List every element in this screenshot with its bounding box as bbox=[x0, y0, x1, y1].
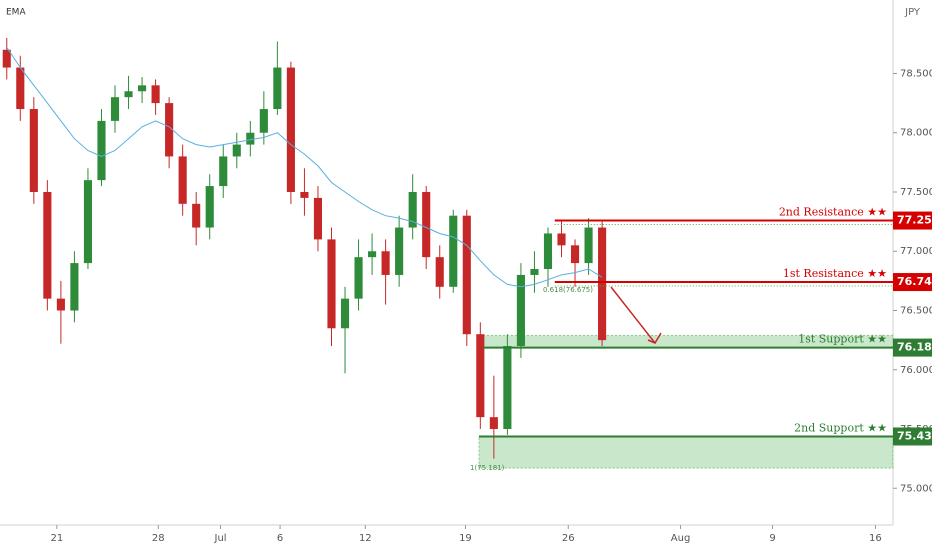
candle-body bbox=[327, 239, 336, 329]
y-tick-label: 77.000 bbox=[900, 246, 932, 257]
candle-body bbox=[43, 191, 52, 299]
x-tick-label: 16 bbox=[869, 533, 882, 544]
currency-label: JPY bbox=[904, 7, 921, 18]
candle-body bbox=[56, 298, 65, 311]
candle-body bbox=[516, 274, 525, 347]
candle-body bbox=[340, 298, 350, 329]
x-tick-label: 28 bbox=[152, 533, 165, 544]
candle-body bbox=[219, 156, 228, 187]
candle-body bbox=[165, 103, 174, 157]
candle-body bbox=[422, 191, 431, 258]
candle-body bbox=[246, 132, 255, 145]
candle-body bbox=[368, 251, 377, 258]
candle-body bbox=[570, 245, 580, 264]
support-zone bbox=[478, 435, 894, 469]
candle-body bbox=[503, 346, 512, 430]
candle-body bbox=[489, 417, 498, 430]
candle-body bbox=[97, 120, 106, 181]
candle-body bbox=[300, 191, 309, 198]
x-tick-label: 21 bbox=[50, 533, 63, 544]
candle-body bbox=[381, 251, 390, 275]
x-tick-label: 26 bbox=[562, 533, 575, 544]
candle-body bbox=[178, 156, 187, 204]
ema-line bbox=[6, 47, 603, 288]
level-name: 2nd Support ★★ bbox=[794, 421, 887, 434]
price-label-box bbox=[893, 273, 932, 292]
x-tick-label: 9 bbox=[769, 533, 775, 544]
candle-body bbox=[557, 233, 566, 246]
y-tick-label: 76.500 bbox=[900, 305, 932, 316]
candle-body bbox=[70, 263, 79, 311]
price-label: 76.187 bbox=[897, 341, 932, 354]
fib-annotation: 1(75.181) bbox=[470, 464, 505, 472]
x-tick-label: 12 bbox=[359, 533, 372, 544]
price-label: 76.740 bbox=[897, 275, 932, 288]
candle-body bbox=[273, 67, 282, 110]
candle-body bbox=[232, 144, 241, 157]
x-tick-label: Aug bbox=[671, 533, 691, 544]
candle-body bbox=[354, 257, 363, 299]
level-name: 2nd Resistance ★★ bbox=[779, 206, 887, 219]
candle-body bbox=[584, 227, 593, 264]
x-tick-label: Jul bbox=[214, 533, 227, 544]
candle-body bbox=[83, 180, 93, 264]
y-tick-label: 78.500 bbox=[900, 68, 932, 79]
y-tick-label: 77.500 bbox=[900, 187, 932, 198]
candle-body bbox=[530, 269, 539, 275]
candle-body bbox=[259, 109, 268, 133]
candle-body bbox=[151, 85, 160, 104]
candle-body bbox=[110, 97, 120, 121]
candle-body bbox=[598, 227, 607, 341]
x-tick-label: 19 bbox=[459, 533, 472, 544]
candle-body bbox=[313, 197, 323, 240]
candle-body bbox=[124, 91, 133, 98]
price-label-box bbox=[893, 427, 932, 446]
candle-body bbox=[286, 67, 295, 192]
level-name: 1st Support ★★ bbox=[798, 333, 887, 346]
candle-body bbox=[16, 67, 25, 110]
arrow-head bbox=[647, 332, 662, 344]
price-label-box bbox=[893, 211, 932, 230]
candle-body bbox=[408, 191, 417, 228]
price-label: 77.259 bbox=[897, 214, 932, 227]
candle-body bbox=[29, 109, 38, 192]
y-tick-label: 76.000 bbox=[900, 365, 932, 376]
candle-body bbox=[476, 334, 485, 418]
x-tick-label: 6 bbox=[277, 533, 283, 544]
candle-body bbox=[435, 257, 444, 287]
candle-body bbox=[2, 49, 11, 68]
indicator-label: EMA bbox=[6, 8, 26, 18]
candle-body bbox=[543, 233, 553, 270]
candle-body bbox=[138, 85, 147, 92]
projection-arrow bbox=[610, 286, 656, 344]
candle-body bbox=[205, 186, 214, 228]
fib-annotation: 0.618(76.675) bbox=[543, 286, 593, 294]
candle-body bbox=[462, 215, 471, 335]
price-label: 75.437 bbox=[897, 429, 932, 442]
y-tick-label: 78.000 bbox=[900, 128, 932, 139]
candle-body bbox=[192, 203, 201, 228]
price-label-box bbox=[893, 338, 932, 357]
candle-body bbox=[395, 227, 404, 275]
candle-body bbox=[449, 215, 458, 287]
level-name: 1st Resistance ★★ bbox=[783, 267, 887, 280]
y-tick-label: 75.000 bbox=[900, 483, 932, 494]
plot-area: 75.00075.50076.00076.50077.00077.50078.0… bbox=[2, 37, 932, 544]
